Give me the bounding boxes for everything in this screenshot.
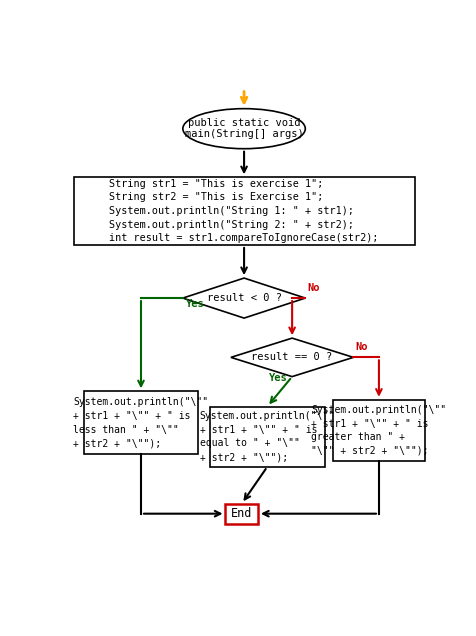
Text: System.out.println("\""
+ str1 + "\"" + " is
equal to " + "\""
+ str2 + "\"");: System.out.println("\"" + str1 + "\"" + … bbox=[199, 411, 334, 462]
FancyBboxPatch shape bbox=[83, 391, 198, 454]
Text: public static void
main(String[] args): public static void main(String[] args) bbox=[184, 118, 303, 139]
FancyBboxPatch shape bbox=[333, 399, 424, 461]
Text: result < 0 ?: result < 0 ? bbox=[206, 293, 281, 303]
Text: No: No bbox=[307, 283, 319, 293]
Text: No: No bbox=[355, 342, 367, 352]
FancyBboxPatch shape bbox=[225, 504, 258, 523]
Ellipse shape bbox=[182, 109, 305, 149]
FancyBboxPatch shape bbox=[209, 406, 324, 467]
Text: Yes: Yes bbox=[186, 300, 204, 309]
Text: Yes: Yes bbox=[268, 373, 287, 384]
Text: result == 0 ?: result == 0 ? bbox=[251, 352, 332, 363]
Polygon shape bbox=[182, 278, 305, 318]
Polygon shape bbox=[230, 338, 353, 377]
Text: End: End bbox=[230, 507, 252, 520]
Text: String str1 = "This is exercise 1";
String str2 = "This is Exercise 1";
System.o: String str1 = "This is exercise 1"; Stri… bbox=[109, 179, 378, 244]
Text: System.out.println("\""
+ str1 + "\"" + " is
less than " + "\""
+ str2 + "\"");: System.out.println("\"" + str1 + "\"" + … bbox=[73, 398, 208, 448]
Text: System.out.println("\""
+ str1 + "\"" + " is
greater than " +
"\"" + str2 + "\"": System.out.println("\"" + str1 + "\"" + … bbox=[311, 405, 446, 456]
FancyBboxPatch shape bbox=[73, 177, 414, 245]
